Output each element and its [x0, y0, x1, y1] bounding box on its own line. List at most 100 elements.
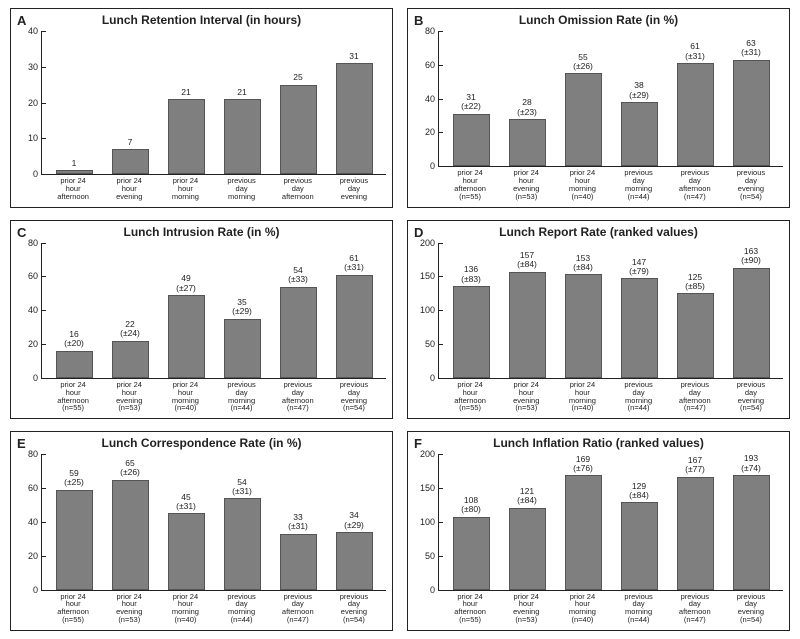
bar-rect — [56, 490, 93, 590]
y-tick: 80 — [28, 238, 42, 248]
bars-container: 108 (±80)121 (±84)169 (±76)129 (±84)167 … — [439, 454, 783, 589]
x-label: prior 24 hour afternoon (n=55) — [442, 169, 498, 201]
y-tick: 20 — [28, 551, 42, 561]
y-tick: 200 — [420, 449, 439, 459]
bar-value-label: 136 (±83) — [461, 265, 481, 284]
y-tick: 0 — [430, 373, 439, 383]
x-label: prior 24 hour evening (n=53) — [498, 381, 554, 413]
y-tick: 100 — [420, 517, 439, 527]
y-tick: 80 — [28, 449, 42, 459]
bar-rect — [509, 119, 546, 166]
bar-rect — [112, 149, 149, 174]
x-label: prior 24 hour afternoon (n=55) — [442, 381, 498, 413]
bars-container: 16 (±20)22 (±24)49 (±27)35 (±29)54 (±33)… — [42, 243, 386, 378]
x-label: prior 24 hour evening (n=53) — [101, 381, 157, 413]
bar-value-label: 153 (±84) — [573, 254, 593, 273]
bar: 7 — [102, 31, 158, 174]
panel-letter: B — [414, 13, 423, 28]
x-label: prior 24 hour morning (n=40) — [554, 381, 610, 413]
x-label: previous day afternoon — [270, 177, 326, 201]
bar: 33 (±31) — [270, 454, 326, 589]
x-labels: prior 24 hour afternoon (n=55)prior 24 h… — [41, 379, 386, 413]
bar-value-label: 54 (±31) — [232, 478, 252, 497]
y-tick: 200 — [420, 238, 439, 248]
bar-rect — [677, 477, 714, 590]
bar-value-label: 34 (±29) — [344, 511, 364, 530]
bar: 61 (±31) — [326, 243, 382, 378]
bar: 35 (±29) — [214, 243, 270, 378]
y-tick: 20 — [28, 339, 42, 349]
bar: 193 (±74) — [723, 454, 779, 589]
bar: 55 (±26) — [555, 31, 611, 166]
bar-rect — [112, 480, 149, 590]
x-labels: prior 24 hour afternoon (n=55)prior 24 h… — [41, 591, 386, 625]
bar-rect — [224, 319, 261, 378]
plot: 02040608016 (±20)22 (±24)49 (±27)35 (±29… — [41, 243, 386, 379]
y-tick: 50 — [425, 551, 439, 561]
y-tick: 40 — [28, 517, 42, 527]
bar-rect — [677, 293, 714, 377]
bar-rect — [224, 99, 261, 174]
bar-rect — [56, 351, 93, 378]
bar-value-label: 125 (±85) — [685, 273, 705, 292]
chart-area: 02040608031 (±22)28 (±23)55 (±26)38 (±29… — [438, 31, 783, 201]
bar: 45 (±31) — [158, 454, 214, 589]
y-tick: 20 — [28, 98, 42, 108]
y-tick: 150 — [420, 271, 439, 281]
bar: 54 (±33) — [270, 243, 326, 378]
bar-rect — [112, 341, 149, 378]
bar: 167 (±77) — [667, 454, 723, 589]
bar-value-label: 157 (±84) — [517, 251, 537, 270]
bar-value-label: 35 (±29) — [232, 298, 252, 317]
bar-rect — [565, 274, 602, 377]
bar-value-label: 61 (±31) — [344, 254, 364, 273]
chart-area: 050100150200136 (±83)157 (±84)153 (±84)1… — [438, 243, 783, 413]
y-tick: 0 — [430, 161, 439, 171]
plot: 02040608059 (±25)65 (±26)45 (±31)54 (±31… — [41, 454, 386, 590]
bar: 65 (±26) — [102, 454, 158, 589]
y-tick: 40 — [28, 26, 42, 36]
x-label: previous day evening (n=54) — [723, 169, 779, 201]
bar: 49 (±27) — [158, 243, 214, 378]
y-tick: 0 — [33, 373, 42, 383]
bar-rect — [168, 295, 205, 378]
bar: 163 (±90) — [723, 243, 779, 378]
x-label: prior 24 hour morning — [157, 177, 213, 201]
x-label: previous day evening — [326, 177, 382, 201]
bar-rect — [509, 508, 546, 590]
panel-letter: E — [17, 436, 26, 451]
bar: 121 (±84) — [499, 454, 555, 589]
bar-rect — [280, 534, 317, 590]
chart-area: 02040608016 (±20)22 (±24)49 (±27)35 (±29… — [41, 243, 386, 413]
x-label: prior 24 hour evening — [101, 177, 157, 201]
y-tick: 60 — [28, 483, 42, 493]
bars-container: 1721212531 — [42, 31, 386, 174]
bar-rect — [733, 475, 770, 589]
x-labels: prior 24 hour afternoon (n=55)prior 24 h… — [438, 591, 783, 625]
plot: 0102030401721212531 — [41, 31, 386, 175]
panel-d: DLunch Report Rate (ranked values)050100… — [407, 220, 790, 420]
panel-f: FLunch Inflation Ratio (ranked values)05… — [407, 431, 790, 631]
bar: 34 (±29) — [326, 454, 382, 589]
bars-container: 31 (±22)28 (±23)55 (±26)38 (±29)61 (±31)… — [439, 31, 783, 166]
bar-value-label: 28 (±23) — [517, 98, 537, 117]
x-label: prior 24 hour morning (n=40) — [554, 593, 610, 625]
bar: 125 (±85) — [667, 243, 723, 378]
chart-grid: ALunch Retention Interval (in hours)0102… — [10, 8, 790, 631]
bar: 108 (±80) — [443, 454, 499, 589]
bar: 31 (±22) — [443, 31, 499, 166]
bar-value-label: 21 — [181, 88, 190, 97]
bar-rect — [621, 502, 658, 589]
x-label: previous day afternoon (n=47) — [667, 381, 723, 413]
y-tick: 0 — [430, 585, 439, 595]
bar-value-label: 21 — [237, 88, 246, 97]
bar: 21 — [214, 31, 270, 174]
bar: 153 (±84) — [555, 243, 611, 378]
y-tick: 0 — [33, 585, 42, 595]
bar-value-label: 163 (±90) — [741, 247, 761, 266]
bar-value-label: 147 (±79) — [629, 258, 649, 277]
y-tick: 30 — [28, 62, 42, 72]
bar-value-label: 121 (±84) — [517, 487, 537, 506]
x-label: prior 24 hour afternoon — [45, 177, 101, 201]
x-label: prior 24 hour morning (n=40) — [157, 593, 213, 625]
